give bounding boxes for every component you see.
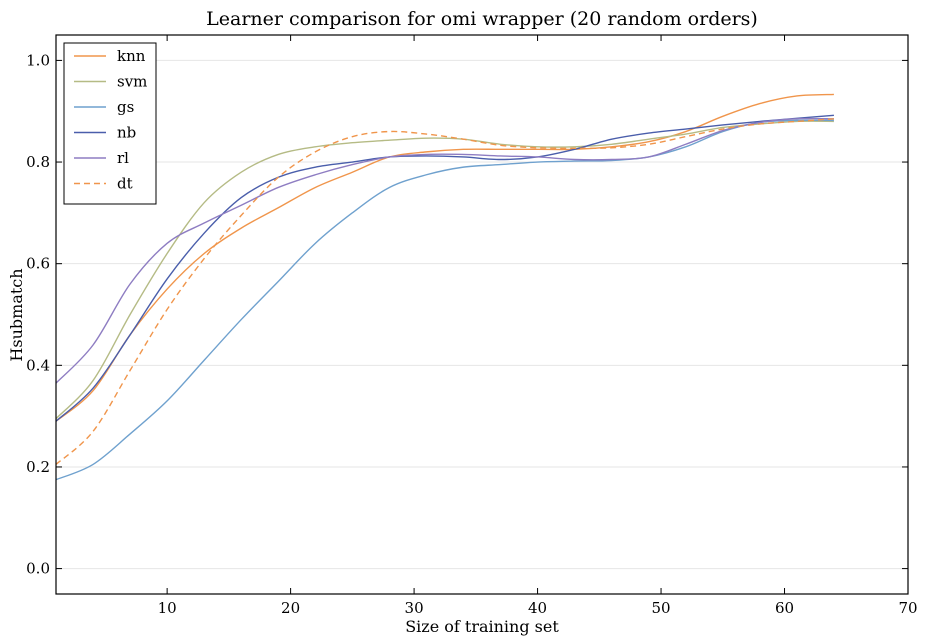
y-tick-label: 0.4 xyxy=(26,356,50,374)
series-line-nb xyxy=(55,114,834,422)
legend-label-nb: nb xyxy=(117,124,136,142)
x-axis-label: Size of training set xyxy=(405,617,559,636)
legend-box xyxy=(63,42,157,205)
series-line-dt xyxy=(55,118,834,465)
y-tick-label: 0.6 xyxy=(26,255,50,273)
legend-label-gs: gs xyxy=(117,98,134,116)
y-tick-label: 0.2 xyxy=(26,458,50,476)
legend: knn svm gs nb rl dt xyxy=(63,42,157,205)
axis-ticks: 10 20 30 40 50 60 70 0.0 0.2 0.4 0.6 0.8 1.0 xyxy=(26,35,918,617)
x-tick-label: 60 xyxy=(775,599,794,617)
legend-label-knn: knn xyxy=(117,47,146,65)
y-tick-label: 0.0 xyxy=(26,560,50,578)
plot-frame xyxy=(55,34,909,595)
series-line-knn xyxy=(55,93,834,422)
legend-label-dt: dt xyxy=(117,175,133,193)
legend-label-rl: rl xyxy=(117,149,129,167)
series-line-svm xyxy=(55,120,834,420)
x-tick-label: 70 xyxy=(898,599,917,617)
chart-title: Learner comparison for omi wrapper (20 r… xyxy=(206,8,758,30)
y-tick-label: 0.8 xyxy=(26,153,50,171)
x-tick-label: 20 xyxy=(281,599,300,617)
y-axis-label: Hsubmatch xyxy=(7,268,26,361)
series-line-gs xyxy=(55,119,834,481)
legend-label-svm: svm xyxy=(117,73,147,91)
series-lines xyxy=(55,93,834,481)
gridlines xyxy=(56,59,908,570)
x-tick-label: 40 xyxy=(528,599,547,617)
x-tick-label: 50 xyxy=(651,599,670,617)
x-tick-label: 30 xyxy=(405,599,424,617)
y-tick-label: 1.0 xyxy=(26,51,50,69)
x-tick-label: 10 xyxy=(158,599,177,617)
series-line-rl xyxy=(55,117,834,384)
